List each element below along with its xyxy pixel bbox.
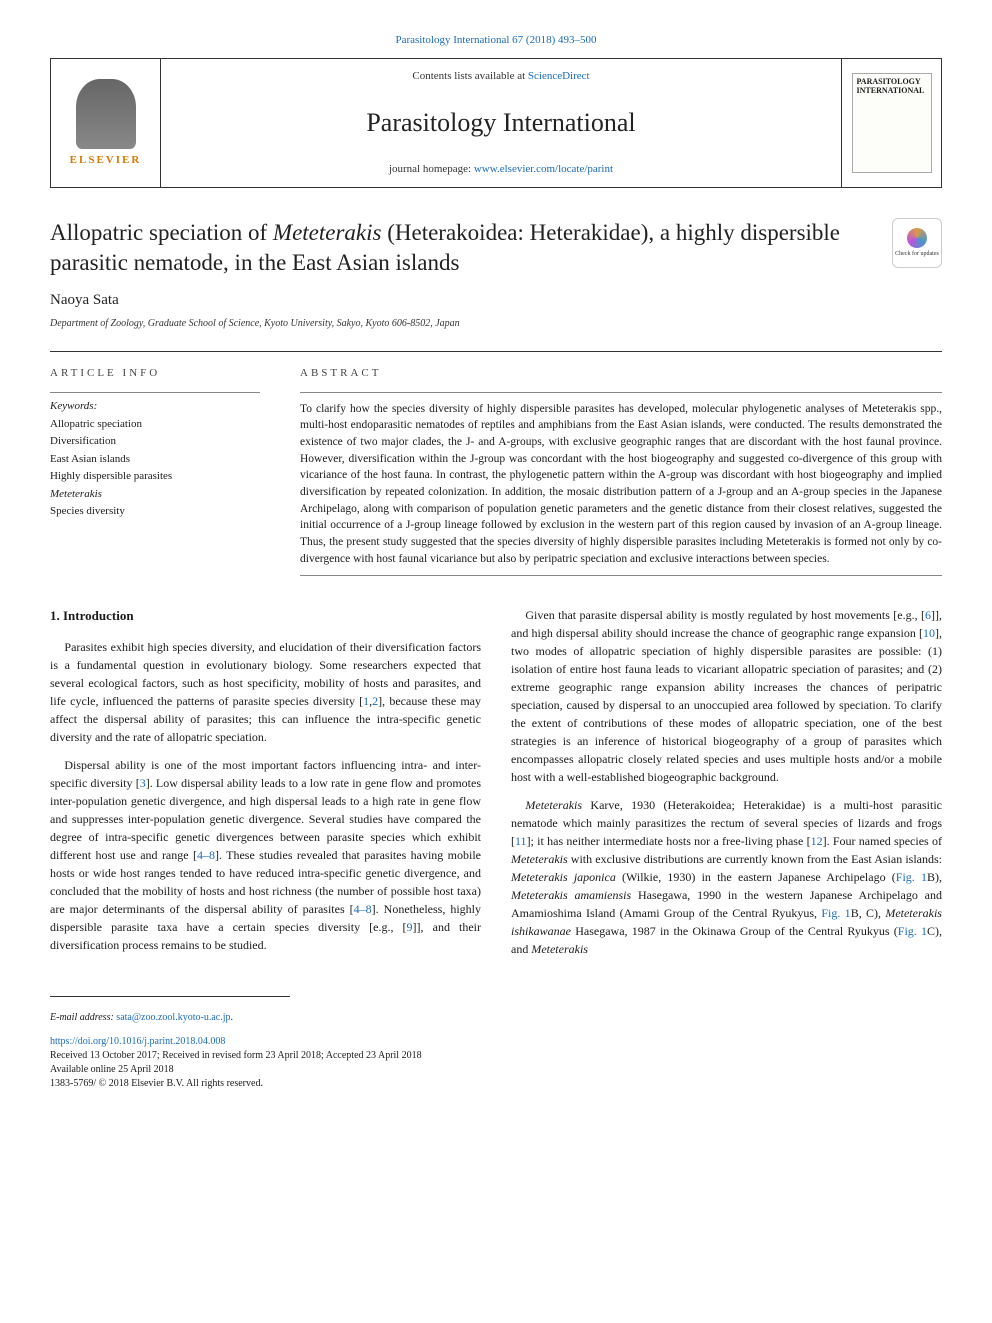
email-label: E-mail address: — [50, 1012, 116, 1023]
elsevier-tree-icon — [76, 79, 136, 149]
paragraph: Given that parasite dispersal ability is… — [511, 606, 942, 786]
para-text: (Wilkie, 1930) in the eastern Japanese A… — [616, 870, 896, 884]
publisher-name: ELSEVIER — [70, 153, 142, 168]
paragraph: Meteterakis Karve, 1930 (Heterakoidea; H… — [511, 796, 942, 958]
para-text: B, C), — [851, 906, 886, 920]
title-pre: Allopatric speciation of — [50, 220, 273, 245]
citation-link[interactable]: Parasitology International 67 (2018) 493… — [395, 34, 596, 46]
para-text: Given that parasite dispersal ability is… — [525, 608, 925, 622]
check-updates-badge[interactable]: Check for updates — [892, 218, 942, 268]
keywords-label: Keywords: — [50, 392, 260, 414]
abstract-block: ABSTRACT To clarify how the species dive… — [300, 366, 942, 576]
keywords-list: Allopatric speciation Diversification Ea… — [50, 416, 260, 520]
contents-line: Contents lists available at ScienceDirec… — [161, 69, 841, 84]
copyright-line: 1383-5769/ © 2018 Elsevier B.V. All righ… — [50, 1077, 942, 1091]
species-name: Meteterakis japonica — [511, 870, 616, 884]
meta-row: ARTICLE INFO Keywords: Allopatric specia… — [50, 351, 942, 576]
genus-name: Meteterakis — [511, 852, 568, 866]
paragraph: Dispersal ability is one of the most imp… — [50, 756, 481, 954]
para-text: ]; it has neither intermediate hosts nor… — [527, 834, 811, 848]
email-line: E-mail address: sata@zoo.zool.kyoto-u.ac… — [50, 1011, 942, 1025]
homepage-link[interactable]: www.elsevier.com/locate/parint — [474, 163, 613, 175]
ref-link[interactable]: 12 — [811, 834, 823, 848]
fig-link[interactable]: Fig. 1 — [896, 870, 927, 884]
article-info-heading: ARTICLE INFO — [50, 366, 260, 381]
cover-thumbnail: PARASITOLOGY INTERNATIONAL — [852, 73, 932, 173]
genus-name: Meteterakis — [525, 798, 582, 812]
ref-link[interactable]: 4–8 — [197, 848, 215, 862]
contents-prefix: Contents lists available at — [412, 70, 527, 82]
footer: E-mail address: sata@zoo.zool.kyoto-u.ac… — [50, 1011, 942, 1091]
journal-header: ELSEVIER Contents lists available at Sci… — [50, 58, 942, 188]
abstract-text: To clarify how the species diversity of … — [300, 392, 942, 577]
publisher-logo[interactable]: ELSEVIER — [51, 59, 161, 187]
section-heading: 1. Introduction — [50, 606, 481, 626]
header-center: Contents lists available at ScienceDirec… — [161, 59, 841, 187]
para-text: ]. Four named species of — [823, 834, 942, 848]
received-line: Received 13 October 2017; Received in re… — [50, 1049, 942, 1063]
available-line: Available online 25 April 2018 — [50, 1063, 942, 1077]
article-title: Allopatric speciation of Meteterakis (He… — [50, 218, 872, 278]
article-info: ARTICLE INFO Keywords: Allopatric specia… — [50, 366, 260, 576]
author-affiliation: Department of Zoology, Graduate School o… — [50, 317, 942, 331]
para-text: with exclusive distributions are current… — [568, 852, 942, 866]
keyword: Allopatric speciation — [50, 416, 260, 433]
homepage-line: journal homepage: www.elsevier.com/locat… — [161, 162, 841, 177]
fig-link[interactable]: Fig. 1 — [821, 906, 850, 920]
footer-separator — [50, 996, 290, 1005]
journal-cover[interactable]: PARASITOLOGY INTERNATIONAL — [841, 59, 941, 187]
title-row: Allopatric speciation of Meteterakis (He… — [50, 218, 942, 278]
title-genus: Meteterakis — [273, 220, 382, 245]
keyword: Highly dispersible parasites — [50, 468, 260, 485]
doi-line: https://doi.org/10.1016/j.parint.2018.04… — [50, 1035, 942, 1049]
abstract-heading: ABSTRACT — [300, 366, 942, 381]
ref-link[interactable]: 11 — [515, 834, 527, 848]
cover-title-2: INTERNATIONAL — [857, 87, 927, 96]
email-suffix: . — [230, 1012, 233, 1023]
ref-link[interactable]: 4–8 — [354, 902, 372, 916]
journal-name: Parasitology International — [161, 105, 841, 141]
ref-link[interactable]: 10 — [923, 626, 935, 640]
para-text: ], two modes of allopatric speciation of… — [511, 626, 942, 784]
paragraph: Parasites exhibit high species diversity… — [50, 638, 481, 746]
author-name: Naoya Sata — [50, 290, 942, 311]
para-text: B), — [927, 870, 942, 884]
keyword: East Asian islands — [50, 451, 260, 468]
keyword: Meteterakis — [50, 486, 260, 503]
genus-name: Meteterakis — [531, 942, 588, 956]
homepage-prefix: journal homepage: — [389, 163, 474, 175]
body-section: 1. Introduction Parasites exhibit high s… — [50, 606, 942, 966]
sciencedirect-link[interactable]: ScienceDirect — [528, 70, 590, 82]
keyword: Species diversity — [50, 503, 260, 520]
email-link[interactable]: sata@zoo.zool.kyoto-u.ac.jp — [116, 1012, 230, 1023]
species-name: Meteterakis amamiensis — [511, 888, 631, 902]
crossmark-icon — [907, 228, 927, 248]
body-columns: 1. Introduction Parasites exhibit high s… — [50, 606, 942, 966]
fig-link[interactable]: Fig. 1 — [898, 924, 927, 938]
citation-header: Parasitology International 67 (2018) 493… — [50, 30, 942, 48]
para-text: Hasegawa, 1987 in the Okinawa Group of t… — [571, 924, 898, 938]
doi-link[interactable]: https://doi.org/10.1016/j.parint.2018.04… — [50, 1036, 225, 1047]
keyword: Diversification — [50, 433, 260, 450]
check-updates-label: Check for updates — [895, 250, 939, 258]
